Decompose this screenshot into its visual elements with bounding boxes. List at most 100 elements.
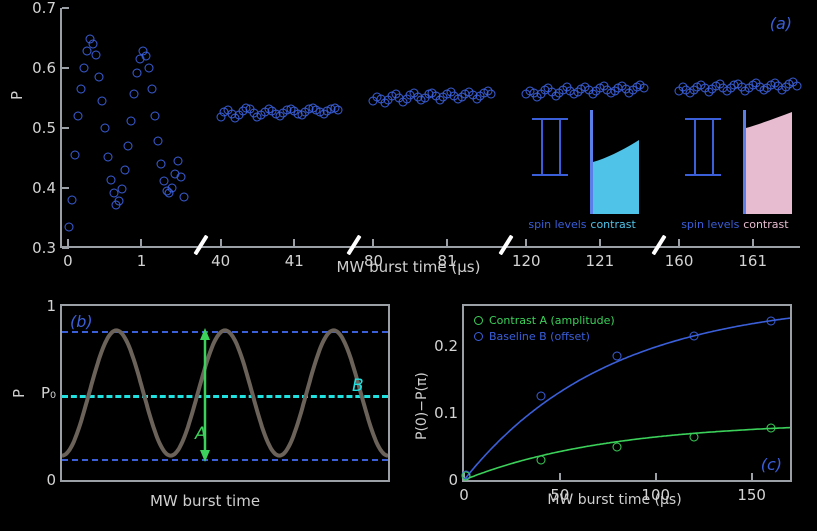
panel-a-xtick: 41 <box>284 252 304 270</box>
panel-a-ytick: 0.7 <box>32 0 56 17</box>
panel-b-amplitude-arrow <box>200 328 210 462</box>
panel-a-data-point <box>123 141 133 151</box>
panel-a-xtick: 81 <box>437 252 457 270</box>
panel-a-ytick-mark <box>62 187 69 189</box>
panel-c-legend-item: Contrast A (amplitude) <box>474 314 615 327</box>
panel-c-xtick-mark <box>750 473 753 480</box>
panel-a-xtick-mark <box>598 239 601 246</box>
inset-left-label-top: spin levels <box>528 218 587 231</box>
panel-c-ytick: 0.2 <box>434 337 458 356</box>
panel-c-data-point <box>612 442 622 452</box>
panel-a-data-point <box>103 152 113 162</box>
panel-c-data-point <box>536 455 546 465</box>
panel-a: P (a) 0.3 0.4 0.5 0.6 0.7 0 1 40 41 80 81 120 121 16… <box>8 0 802 276</box>
panel-a-xtick: 161 <box>738 252 768 270</box>
panel-c-xlabel: MW burst time (µs) <box>547 492 682 508</box>
panel-a-data-point <box>144 63 154 73</box>
panel-a-data-point <box>100 123 110 133</box>
panel-a-ytick: 0.3 <box>32 239 56 257</box>
panel-c-data-point <box>461 471 471 481</box>
panel-b-ytick: 1 <box>46 297 56 315</box>
panel-c-data-point <box>689 331 699 341</box>
panel-c-data-point <box>689 432 699 442</box>
panel-a-data-point <box>173 156 183 166</box>
panel-a-xtick-mark <box>219 239 222 246</box>
panel-a-ylabel: P <box>8 90 26 100</box>
panel-a-data-point <box>126 116 136 126</box>
panel-a-data-point <box>132 68 142 78</box>
panel-a-data-point <box>159 176 169 186</box>
panel-a-xtick: 120 <box>511 252 541 270</box>
panel-b: P (b) 0 P₀ 1 A B MW burst time <box>0 290 410 531</box>
panel-a-xtick-mark <box>293 239 296 246</box>
panel-a-tag: (a) <box>769 14 792 33</box>
panel-c-ytick: 0 <box>448 471 458 489</box>
panel-a-xtick: 121 <box>585 252 615 270</box>
panel-c-ylabel: P(0)−P(π) <box>414 372 430 440</box>
panel-a-ytick-mark <box>62 7 69 9</box>
legend-marker-icon <box>474 332 483 341</box>
panel-a-data-point <box>141 51 151 61</box>
panel-c-xtick: 0 <box>459 486 469 504</box>
panel-c: P(0)−P(π) (c) 0 0.1 0.2 0 50 100 150 Contrast… <box>412 290 817 531</box>
panel-a-xtick: 0 <box>63 252 73 270</box>
panel-a-data-point <box>150 111 160 121</box>
panel-a-data-point <box>79 63 89 73</box>
inset-right-label-bottom: contrast <box>743 218 789 231</box>
panel-a-data-point <box>91 50 101 60</box>
panel-c-ytick: 0.1 <box>434 404 458 423</box>
panel-a-data-point <box>167 183 177 193</box>
panel-c-data-point <box>536 391 546 401</box>
panel-a-data-point <box>176 172 186 182</box>
panel-b-ytick: 0 <box>46 471 56 489</box>
panel-c-xtick-mark <box>558 473 561 480</box>
panel-a-data-point <box>73 111 83 121</box>
panel-c-data-point <box>766 316 776 326</box>
panel-b-xlabel: MW burst time <box>149 492 261 510</box>
panel-a-xtick: 40 <box>211 252 231 270</box>
panel-a-data-point <box>109 188 119 198</box>
panel-a-data-point <box>147 84 157 94</box>
panel-a-data-point <box>114 196 124 206</box>
panel-a-xtick: 80 <box>363 252 384 270</box>
panel-c-data-point <box>612 351 622 361</box>
panel-c-legend-item: Baseline B (offset) <box>474 330 590 343</box>
panel-c-plot-area: (c) 0 0.1 0.2 0 50 100 150 Contrast A (amplit… <box>434 304 792 504</box>
legend-marker-icon <box>474 316 483 325</box>
panel-a-data-point <box>88 39 98 49</box>
panel-a-data-point <box>639 83 649 93</box>
panel-a-data-point <box>156 159 166 169</box>
panel-a-data-point <box>117 184 127 194</box>
panel-b-rabi-curve <box>61 328 389 458</box>
panel-a-xtick-mark <box>66 239 69 246</box>
panel-a-data-point <box>120 165 130 175</box>
panel-a-ytick-mark <box>62 67 69 69</box>
panel-a-data-point <box>67 195 77 205</box>
panel-c-xtick: 50 <box>550 486 570 504</box>
panel-c-xtick: 150 <box>737 486 766 504</box>
panel-c-series-lines <box>463 317 791 481</box>
panel-b-plot-area: (b) 0 P₀ 1 A B <box>41 297 390 489</box>
panel-a-xtick-mark <box>446 239 449 246</box>
panel-b-tag: (b) <box>70 312 93 331</box>
panel-a-data-point <box>94 72 104 82</box>
panel-c-xtick: 100 <box>641 486 671 504</box>
panel-a-data-point <box>486 89 496 99</box>
inset-left-label-bottom: contrast <box>590 218 636 231</box>
panel-a-xlabel: MW burst time (µs) <box>336 258 481 276</box>
panel-a-data-point <box>106 175 116 185</box>
panel-b-label-A: A <box>195 424 207 444</box>
inset-right-label-top: spin levels <box>681 218 740 231</box>
panel-b-ytick: P₀ <box>40 384 56 402</box>
panel-a-xtick: 1 <box>136 252 147 270</box>
panel-a-xtick-mark <box>525 239 528 246</box>
panel-a-data-point <box>333 105 343 115</box>
panel-a-data-point <box>70 150 80 160</box>
panel-a-ytick: 0.5 <box>32 119 56 137</box>
panel-b-guide-baseline <box>62 395 388 398</box>
panel-a-xtick-mark <box>140 239 143 246</box>
panel-a-ytick-mark <box>62 127 69 129</box>
panel-b-guide-min <box>62 459 388 461</box>
panel-a-data-point <box>792 81 802 91</box>
panel-a-xtick: 160 <box>664 252 694 270</box>
